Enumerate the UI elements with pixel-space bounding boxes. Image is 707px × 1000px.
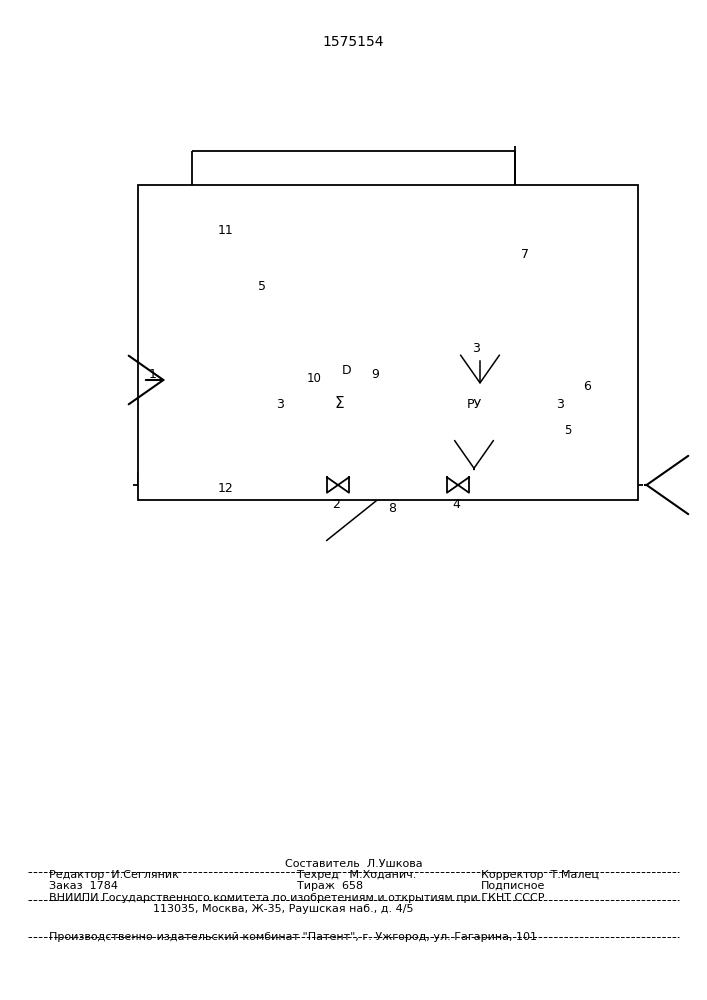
Text: Подписное: Подписное [481, 881, 545, 891]
Text: 8: 8 [388, 502, 396, 514]
Polygon shape [327, 477, 338, 493]
Bar [220, 282, 253, 327]
Text: Σ: Σ [334, 396, 344, 411]
Circle shape [496, 206, 534, 244]
Text: 6: 6 [583, 380, 591, 393]
Text: 3: 3 [276, 398, 284, 412]
Text: Корректор  Т.Малец: Корректор Т.Малец [481, 870, 599, 880]
Text: Техред   М.Ходанич.: Техред М.Ходанич. [297, 870, 416, 880]
Text: 9: 9 [371, 368, 379, 381]
Bar [450, 387, 498, 422]
Text: 3: 3 [556, 398, 564, 412]
Bar [166, 454, 218, 468]
Polygon shape [458, 477, 469, 493]
Polygon shape [447, 477, 458, 493]
Circle shape [263, 388, 297, 422]
Text: 5: 5 [258, 280, 266, 294]
Text: 5: 5 [564, 424, 572, 438]
Circle shape [543, 388, 577, 422]
Text: 12: 12 [218, 482, 234, 494]
Text: 113035, Москва, Ж-35, Раушская наб., д. 4/5: 113035, Москва, Ж-35, Раушская наб., д. … [153, 904, 413, 914]
Ellipse shape [168, 270, 216, 306]
Text: 7: 7 [521, 247, 529, 260]
Text: Производственно-издательский комбинат "Патент", г. Ужгород, ул. Гагарина, 101: Производственно-издательский комбинат "П… [49, 932, 537, 942]
Text: ВНИИПИ Государственного комитета по изобретениям и открытиям при ГКНТ СССР: ВНИИПИ Государственного комитета по изоб… [49, 893, 545, 903]
Text: 2: 2 [332, 498, 340, 512]
Ellipse shape [168, 454, 216, 482]
Polygon shape [338, 477, 349, 493]
Text: 11: 11 [218, 224, 234, 236]
Text: РУ: РУ [467, 398, 481, 411]
Text: 10: 10 [307, 371, 322, 384]
Circle shape [330, 354, 366, 390]
Bar [138, 185, 638, 500]
Text: Редактор  И.Сегляник: Редактор И.Сегляник [49, 870, 180, 880]
Bar [166, 288, 218, 306]
Text: 1: 1 [149, 368, 157, 381]
Bar [318, 387, 360, 422]
Text: 1575154: 1575154 [322, 35, 384, 49]
Text: Составитель  Л.Ушкова: Составитель Л.Ушкова [285, 859, 422, 869]
Text: Заказ  1784: Заказ 1784 [49, 881, 119, 891]
Circle shape [376, 471, 404, 499]
Text: D: D [342, 364, 352, 377]
Text: 4: 4 [452, 498, 460, 512]
Text: Тираж  658: Тираж 658 [297, 881, 363, 891]
Text: 3: 3 [472, 342, 480, 356]
